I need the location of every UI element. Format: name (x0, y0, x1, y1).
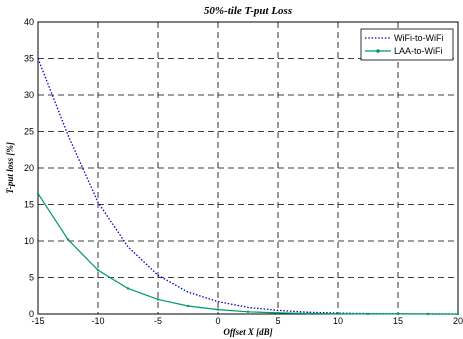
x-tick-label: 20 (453, 316, 463, 326)
y-tick-label: 35 (24, 54, 34, 64)
x-tick-label: 5 (275, 316, 280, 326)
data-point-laa-to-wifi (396, 312, 400, 316)
y-tick-label: 20 (24, 163, 34, 173)
data-point-laa-to-wifi (36, 192, 40, 195)
data-point-laa-to-wifi (456, 312, 460, 316)
x-tick-label: -15 (31, 316, 44, 326)
x-tick-label: 15 (393, 316, 403, 326)
data-point-laa-to-wifi (426, 312, 430, 316)
data-point-laa-to-wifi (336, 312, 340, 315)
data-point-laa-to-wifi (66, 238, 70, 241)
y-tick-label: 40 (24, 17, 34, 27)
y-tick-label: 10 (24, 236, 34, 246)
data-point-laa-to-wifi (276, 311, 280, 315)
legend: WiFi-to-WiFi LAA-to-WiFi (360, 28, 454, 61)
data-point-laa-to-wifi (306, 312, 310, 315)
axis-ticks: -15 -10 -5 0 5 10 15 20 0 5 10 15 20 25 30 35 40 (24, 17, 463, 326)
data-point-laa-to-wifi (96, 269, 100, 272)
y-tick-label: 0 (29, 309, 34, 319)
x-tick-label: 10 (333, 316, 343, 326)
data-point-laa-to-wifi (366, 312, 370, 316)
data-point-laa-to-wifi (186, 304, 190, 308)
y-axis-label: T-put loss [%] (5, 142, 15, 194)
plot-frame (37, 21, 459, 315)
data-point-laa-to-wifi (126, 287, 130, 290)
y-tick-label: 25 (24, 127, 34, 137)
chart-title: 50%-tile T-put Loss (204, 5, 292, 17)
x-tick-label: 0 (215, 316, 220, 326)
x-tick-label: -5 (154, 316, 162, 326)
data-point-laa-to-wifi (156, 298, 160, 301)
y-tick-label: 5 (29, 273, 34, 283)
data-point-laa-to-wifi (246, 310, 250, 314)
series-layer (36, 58, 460, 316)
y-tick-label: 30 (24, 90, 34, 100)
legend-entry-laa-to-wifi: LAA-to-WiFi (394, 46, 443, 56)
x-axis-label: Offset X [dB] (223, 327, 272, 337)
legend-entry-wifi-to-wifi: WiFi-to-WiFi (394, 33, 443, 43)
legend-box (360, 28, 454, 61)
data-point-laa-to-wifi (216, 308, 220, 311)
legend-marker-laa-to-wifi (376, 49, 380, 53)
series-line-wifi-to-wifi (37, 58, 459, 315)
y-tick-label: 15 (24, 200, 34, 210)
x-tick-label: -10 (91, 316, 104, 326)
